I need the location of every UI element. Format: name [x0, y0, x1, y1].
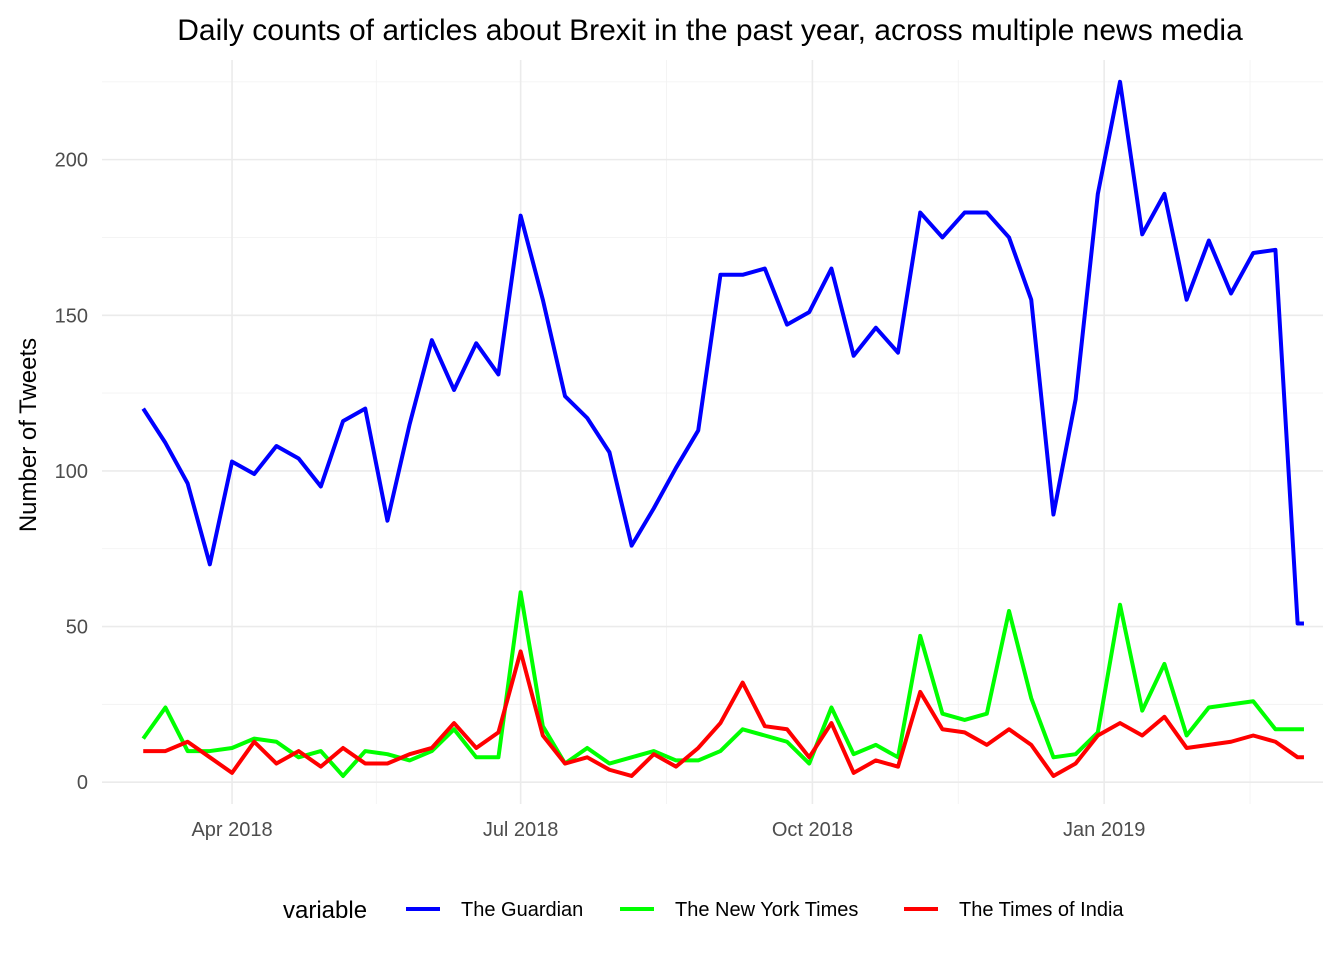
- y-tick-label: 200: [55, 150, 88, 172]
- series-line: [141, 79, 1304, 626]
- x-tick-label: Apr 2018: [191, 819, 272, 841]
- chart-title: Daily counts of articles about Brexit in…: [177, 14, 1243, 47]
- legend-item-the-guardian: The Guardian: [406, 899, 583, 921]
- legend-title: variable: [283, 897, 367, 924]
- legend-label-the-new-york-times: The New York Times: [675, 899, 858, 921]
- x-tick-label: Jan 2019: [1063, 819, 1145, 841]
- legend-label-the-guardian: The Guardian: [461, 899, 583, 921]
- series-line: [141, 590, 1304, 778]
- legend-item-the-new-york-times: The New York Times: [620, 899, 858, 921]
- y-axis-title: Number of Tweets: [15, 338, 42, 532]
- series-the-new-york-times: [141, 590, 1304, 778]
- x-tick-label: Oct 2018: [772, 819, 853, 841]
- legend-item-the-times-of-india: The Times of India: [904, 899, 1124, 921]
- legend-label-the-times-of-india: The Times of India: [959, 899, 1124, 921]
- y-tick-label: 150: [55, 305, 88, 327]
- y-tick-label: 100: [55, 461, 88, 483]
- axis-layer: 0 50 100 150 200 Apr 2018 Jul 2018 Oct 2018 Jan …: [55, 150, 1146, 841]
- series-the-times-of-india: [143, 649, 1304, 778]
- x-tick-label: Jul 2018: [483, 819, 559, 841]
- grid-layer: [102, 60, 1323, 804]
- series-layer: [141, 79, 1304, 778]
- series-line: [143, 649, 1304, 778]
- legend: variable The Guardian The New York Times…: [283, 897, 1124, 924]
- y-tick-label: 50: [66, 617, 88, 639]
- y-tick-label: 0: [77, 772, 88, 794]
- series-the-guardian: [141, 79, 1304, 626]
